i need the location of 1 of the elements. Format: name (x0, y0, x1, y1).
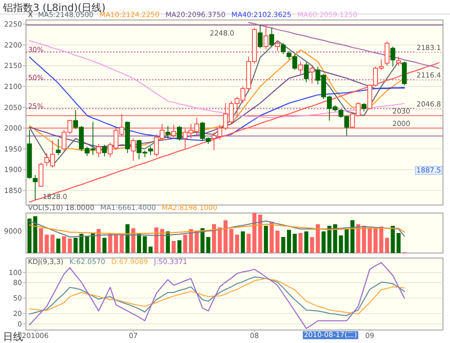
x-axis-title: 日线 (3, 331, 23, 343)
